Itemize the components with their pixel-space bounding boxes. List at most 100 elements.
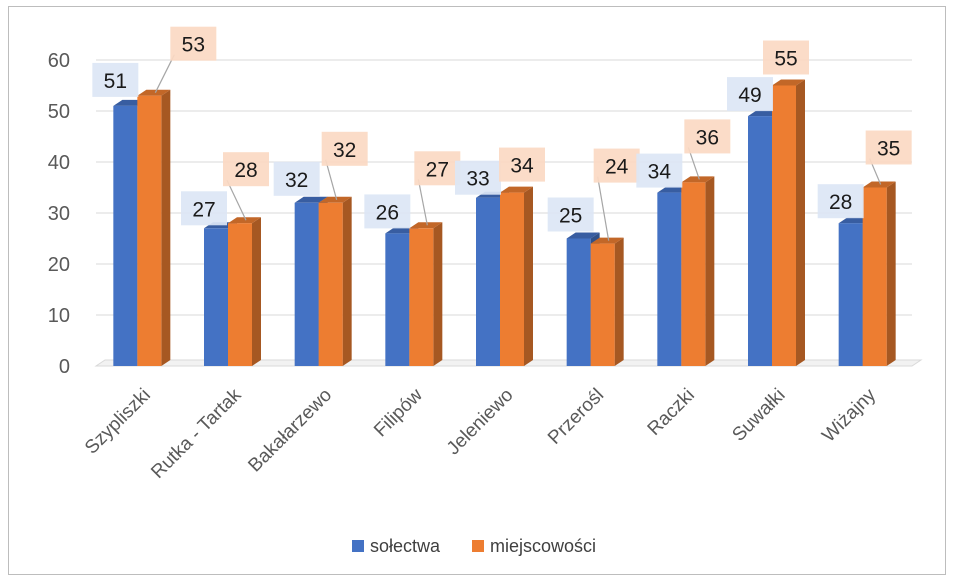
y-axis-ticks: 0 10 20 30 40 50 60 [48, 50, 70, 378]
bar-top [228, 217, 261, 224]
data-labels: 51 53 27 28 32 32 26 27 33 34 25 24 34 36 49 55 28 35 [92, 26, 912, 241]
y-tick-label: 40 [48, 152, 70, 174]
y-tick-label: 30 [48, 203, 70, 225]
bar-top [500, 186, 533, 193]
data-label-box [273, 161, 320, 196]
bar [476, 197, 500, 366]
bar-side [433, 222, 443, 366]
bar [681, 182, 706, 366]
data-label: 28 [829, 191, 852, 214]
bar-top [294, 196, 328, 203]
data-label-box [364, 194, 411, 229]
data-label-box [181, 191, 227, 226]
bar-top [409, 222, 443, 229]
data-label-box [727, 77, 773, 112]
bar [657, 192, 682, 366]
leader-line [597, 176, 610, 241]
bars [113, 79, 896, 367]
bar-top [566, 232, 600, 239]
bar-side [886, 181, 896, 366]
data-label: 53 [182, 34, 205, 57]
x-tick-label: Przerośl [544, 385, 608, 449]
bar-top [590, 237, 624, 244]
data-label: 32 [333, 139, 356, 162]
data-label: 27 [426, 158, 449, 181]
data-label: 55 [774, 48, 797, 71]
bar [294, 202, 319, 366]
data-label: 51 [104, 70, 127, 93]
legend: sołectwa miejscowości [352, 536, 596, 556]
bar-top [318, 196, 352, 203]
bar [204, 228, 228, 366]
data-label-box [547, 197, 594, 232]
data-label: 36 [696, 126, 719, 149]
bar [409, 228, 434, 366]
bar-side [252, 217, 261, 366]
data-label: 32 [285, 169, 308, 192]
data-label-box [817, 184, 864, 219]
x-tick-label: Jeleniewo [443, 385, 518, 460]
bar [500, 192, 524, 366]
bar [385, 233, 410, 366]
bar [772, 85, 796, 366]
bar [318, 202, 343, 366]
data-label-box [593, 148, 640, 183]
data-label-box [92, 62, 139, 97]
data-label-box [321, 131, 368, 166]
bar [748, 116, 772, 366]
bar-side [342, 196, 352, 366]
data-label: 33 [466, 168, 489, 191]
bar-top [772, 79, 805, 86]
bar-side [524, 186, 533, 366]
data-label-box [865, 130, 912, 165]
bar-side [705, 176, 715, 366]
data-label: 34 [648, 161, 672, 184]
data-label-box [455, 160, 501, 195]
bar-top [862, 181, 896, 188]
leader-line [154, 54, 175, 93]
x-tick-label: Raczki [644, 385, 699, 440]
x-tick-label: Szypliszki [81, 385, 155, 459]
data-label: 34 [510, 155, 534, 178]
bar [137, 95, 162, 366]
bar [862, 187, 887, 366]
legend-label: miejscowości [490, 536, 596, 556]
data-label: 49 [738, 84, 761, 107]
bar [228, 223, 252, 366]
y-tick-label: 0 [59, 356, 70, 378]
bar-side [161, 89, 171, 366]
y-tick-label: 20 [48, 254, 70, 276]
data-label: 27 [192, 198, 215, 221]
bar-top [681, 176, 715, 183]
data-label-box [414, 151, 461, 186]
data-label-box [684, 119, 731, 154]
data-label: 25 [559, 205, 582, 228]
bar-top [137, 89, 171, 96]
bar [590, 243, 615, 366]
leader-line [325, 159, 338, 200]
x-tick-label: Suwałki [728, 385, 789, 446]
data-label-box [763, 40, 809, 75]
bar-side [614, 237, 624, 366]
legend-swatch [352, 540, 364, 552]
x-tick-label: Bakałarzewo [244, 385, 336, 477]
legend-label: sołectwa [370, 536, 441, 556]
y-tick-label: 50 [48, 101, 70, 123]
y-tick-label: 60 [48, 50, 70, 72]
bar-side [796, 79, 805, 366]
y-tick-label: 10 [48, 305, 70, 327]
leader-line [417, 179, 428, 226]
data-label-box [170, 26, 217, 61]
data-label: 28 [234, 159, 257, 182]
x-tick-label: Wiżajny [818, 384, 880, 446]
bar [566, 238, 591, 366]
data-label-box [636, 153, 683, 188]
data-label-box [223, 152, 269, 187]
legend-swatch [472, 540, 484, 552]
data-label: 26 [376, 201, 399, 224]
bar [113, 105, 138, 367]
data-label: 35 [877, 138, 900, 161]
data-label-box [499, 147, 545, 182]
